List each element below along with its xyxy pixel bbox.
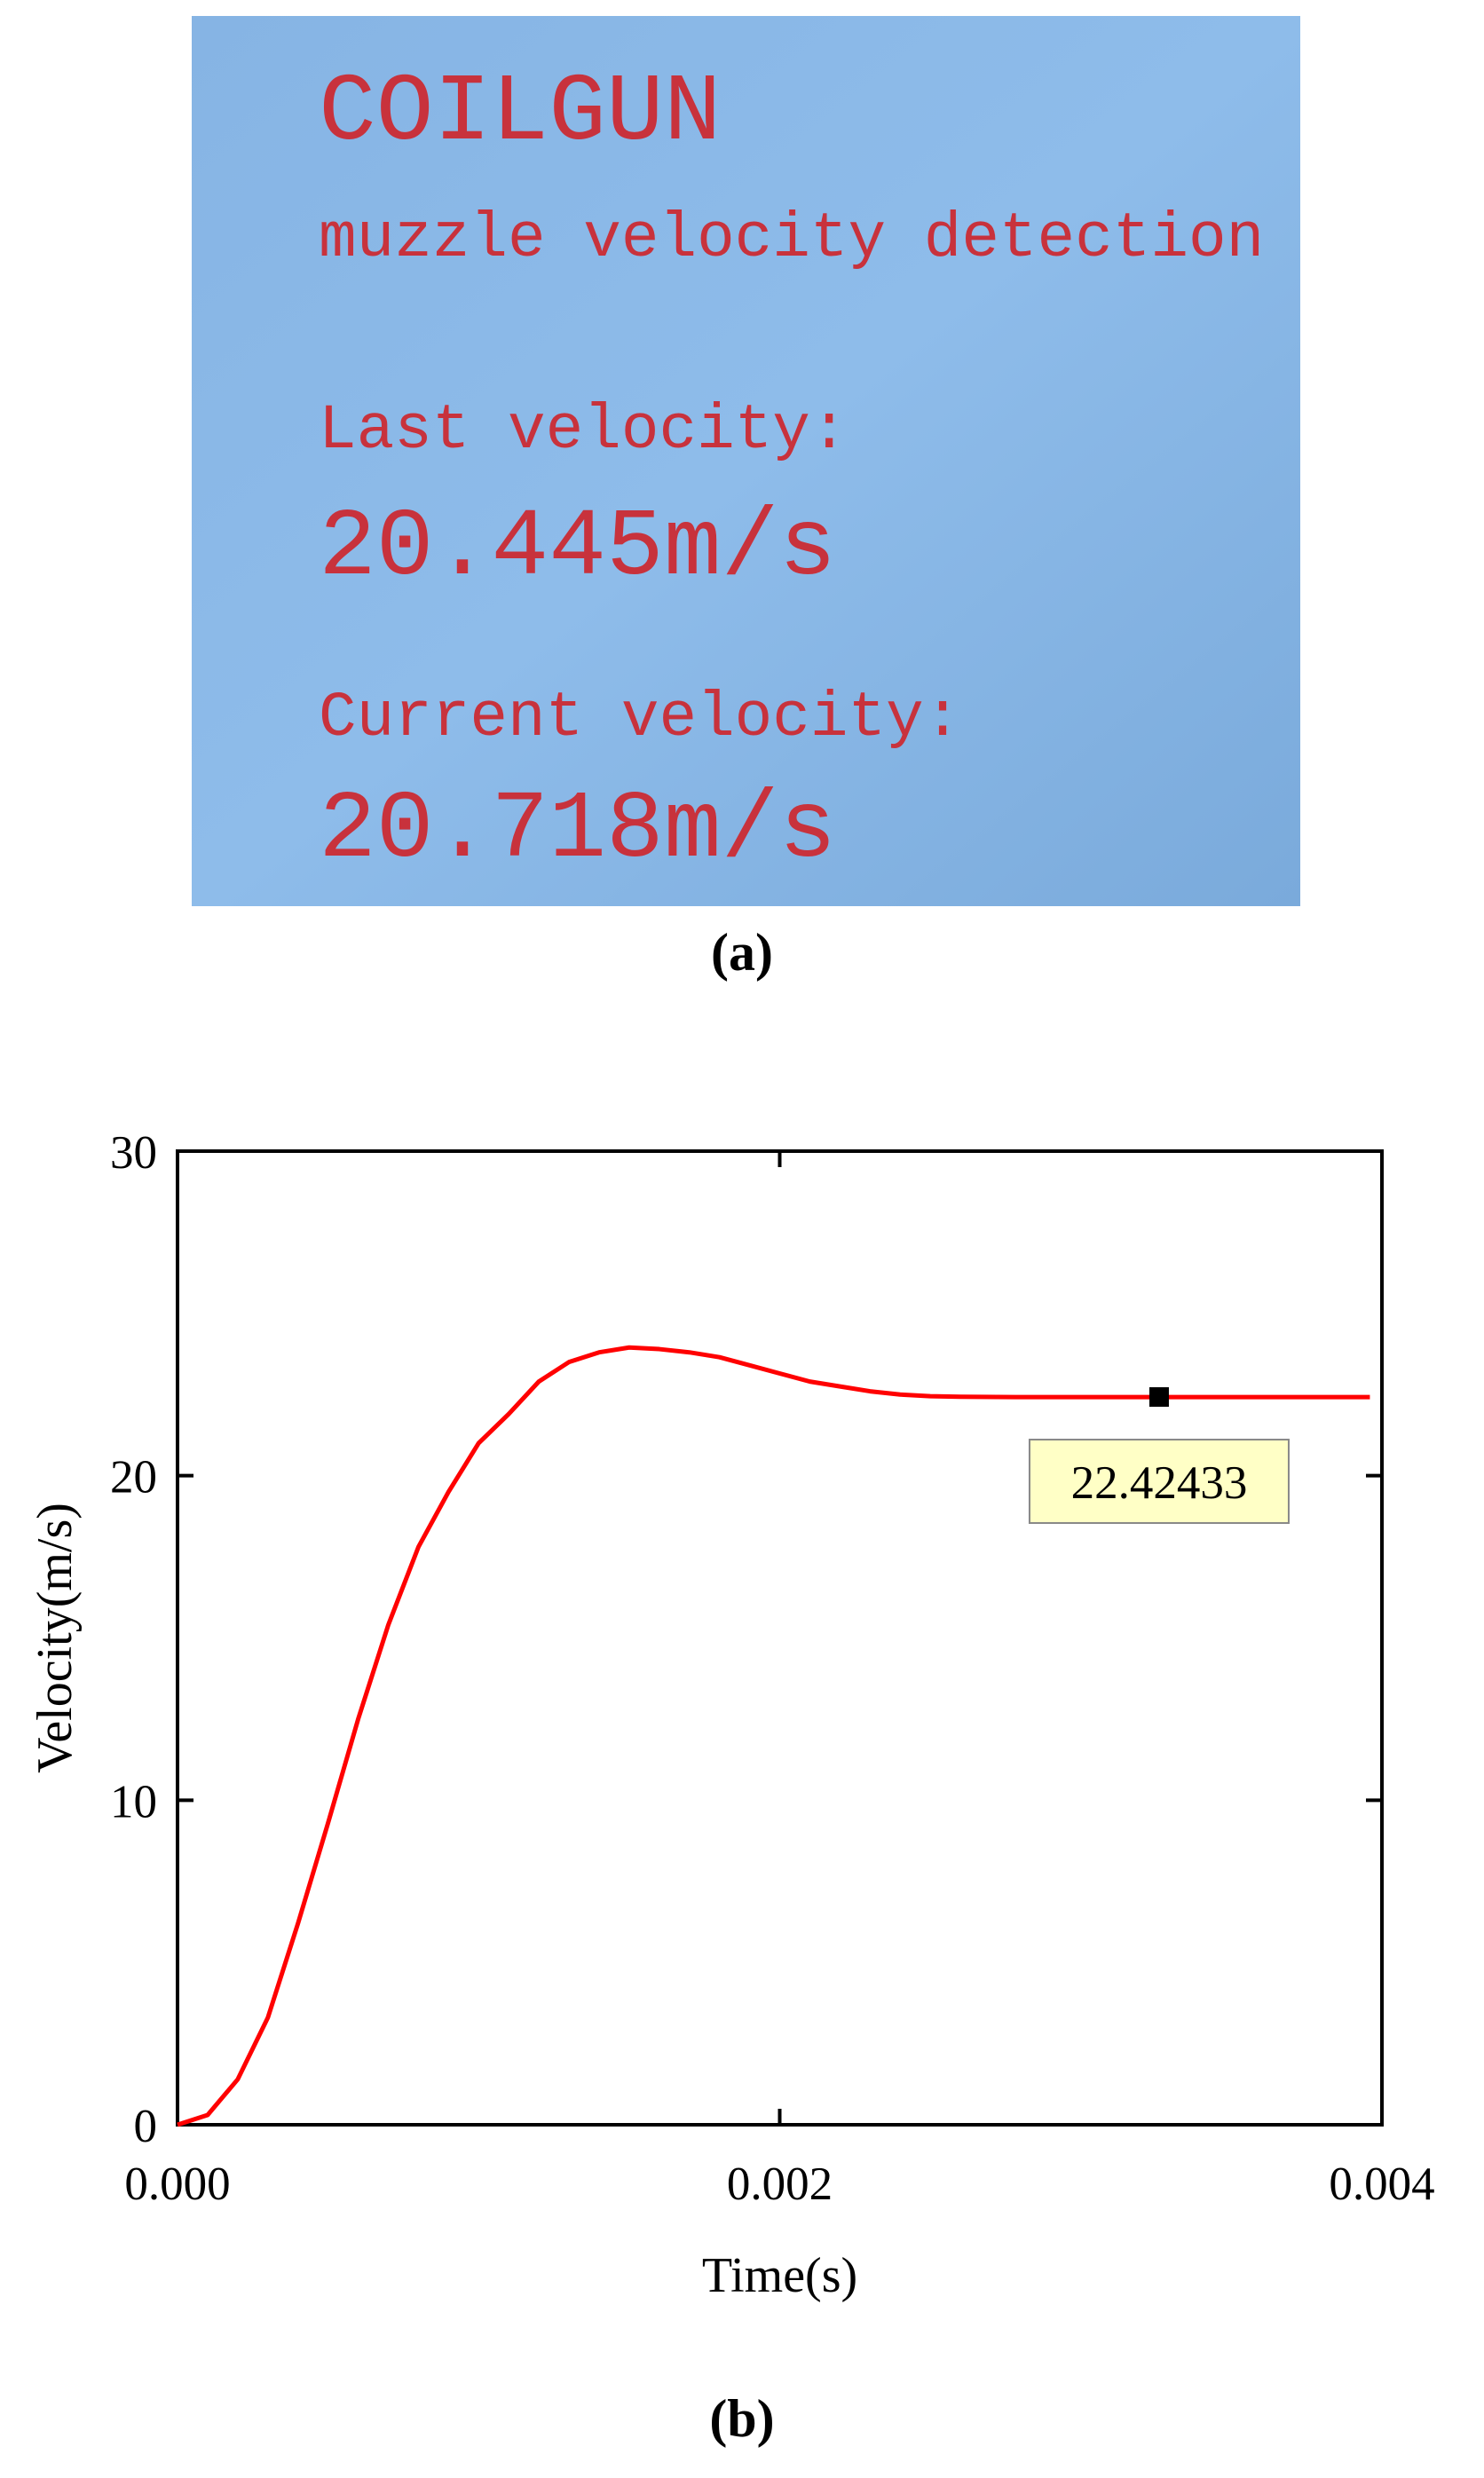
x-tick-label: 0.000 xyxy=(124,2158,230,2210)
panel-b: (b) 0 10 20 30 0.000 0.002 0.004 Time(s) Velocit… xyxy=(28,1127,1435,2448)
screen-subtitle: muzzle velocity detection xyxy=(319,204,1264,275)
y-tick-label: 0 xyxy=(134,2101,158,2152)
screen xyxy=(192,16,1300,906)
caption: (b) xyxy=(709,2389,774,2448)
screen-title: COILGUN xyxy=(319,59,722,168)
x-axis-label: Time(s) xyxy=(702,2248,857,2303)
plot-frame xyxy=(176,1149,1384,2127)
y-axis-label: Velocity(m/s) xyxy=(28,1503,83,1773)
caption: (a) xyxy=(711,923,773,982)
data-line xyxy=(177,1345,1370,2127)
y-tick-label: 10 xyxy=(110,1776,157,1827)
annotation-box xyxy=(1028,1439,1290,1525)
current-value: 20.718m/s xyxy=(319,777,836,885)
last-label: Last velocity: xyxy=(319,396,849,467)
x-tick-label: 0.004 xyxy=(1329,2158,1434,2210)
y-tick-label: 20 xyxy=(110,1452,157,1503)
x-tick-label: 0.002 xyxy=(727,2158,833,2210)
panel-a: COILGUN muzzle velocity detection Last v… xyxy=(192,16,1300,982)
annotation-label: 22.42433 xyxy=(1071,1457,1248,1509)
y-tick-label: 30 xyxy=(110,1127,157,1179)
annotation-marker xyxy=(1149,1387,1169,1408)
last-value: 20.445m/s xyxy=(319,494,836,603)
current-label: Current velocity: xyxy=(319,683,961,754)
